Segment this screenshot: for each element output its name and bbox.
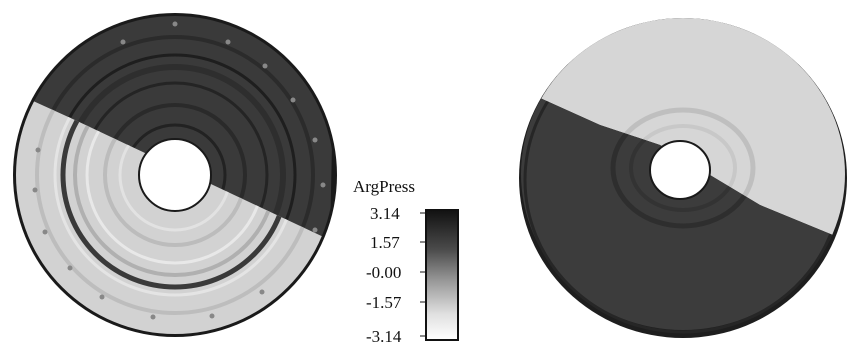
colorbar-tick-label: -3.14 (366, 327, 402, 346)
left-bolt-holes (32, 21, 326, 320)
colorbar-tick-label: -0.00 (366, 263, 401, 282)
left-disc-view (13, 13, 337, 337)
right-disc-view (519, 18, 847, 338)
colorbar: ArgPress 3.14 1.57 -0.00 -1.57 -3.14 (353, 177, 459, 346)
colorbar-tick-label: 1.57 (370, 233, 400, 252)
colorbar-tick-label: -1.57 (366, 293, 402, 312)
colorbar-title: ArgPress (353, 177, 415, 196)
right-center-hole (649, 140, 711, 200)
left-center-hole (138, 138, 212, 212)
colorbar-tick-label: 3.14 (370, 204, 400, 223)
colorbar-gradient (425, 209, 459, 341)
